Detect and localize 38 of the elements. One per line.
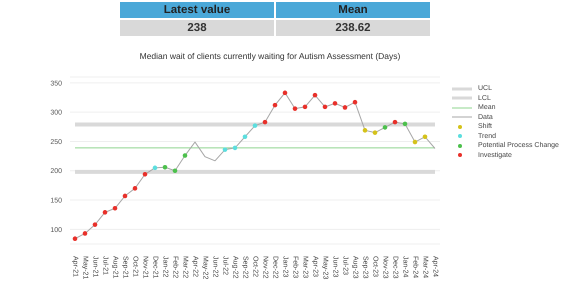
point	[392, 120, 398, 124]
point	[302, 104, 308, 110]
point	[382, 125, 388, 130]
point	[402, 122, 408, 126]
point	[112, 206, 118, 211]
point	[92, 222, 98, 227]
point	[292, 106, 298, 111]
point	[272, 102, 278, 108]
point	[182, 153, 188, 158]
point	[322, 104, 328, 110]
point	[422, 134, 428, 140]
point	[362, 128, 368, 133]
point	[372, 130, 378, 135]
point	[282, 90, 288, 96]
point	[332, 101, 338, 106]
point	[232, 146, 238, 150]
point	[142, 172, 148, 177]
point	[412, 140, 418, 144]
point	[172, 168, 178, 174]
point	[102, 210, 108, 215]
point	[82, 231, 88, 236]
point	[132, 186, 138, 191]
point	[162, 164, 168, 170]
text: 238.62	[276, 20, 430, 36]
point	[312, 92, 318, 98]
chart-title: Median wait of clients currently waiting for Autism Assessment (Days)	[138, 51, 402, 61]
point	[342, 105, 348, 110]
point	[72, 236, 78, 242]
point	[222, 147, 228, 152]
point	[262, 120, 268, 124]
text: Latest value	[120, 2, 274, 18]
point	[152, 166, 158, 170]
text: Mean	[276, 2, 430, 18]
point	[252, 123, 258, 128]
point	[122, 194, 128, 198]
point	[352, 100, 358, 104]
point	[242, 134, 248, 140]
text: 238	[120, 20, 274, 36]
